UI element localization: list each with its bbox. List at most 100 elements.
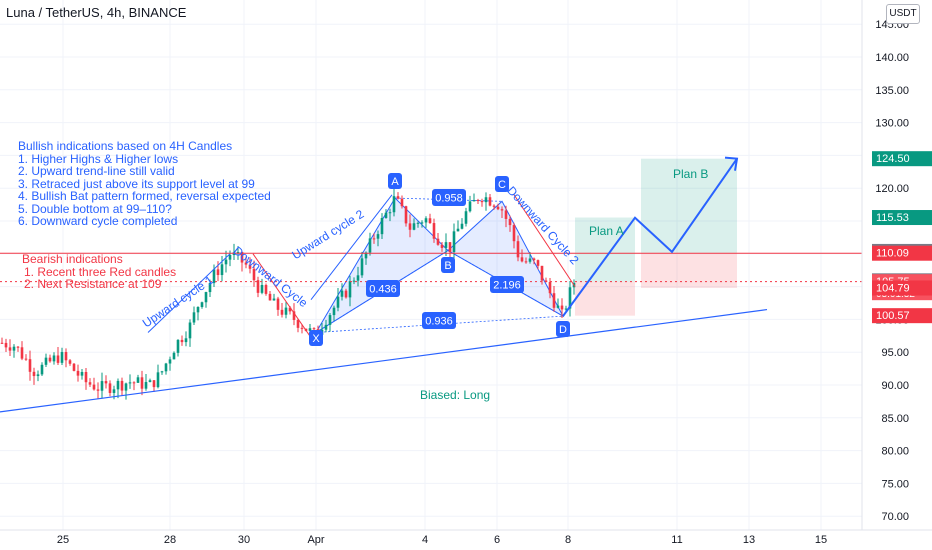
candle-body	[216, 269, 220, 276]
candle-body	[204, 292, 208, 303]
candle-body	[392, 196, 396, 213]
candle-body	[508, 218, 512, 226]
candle-body	[500, 209, 504, 211]
candle-body	[488, 197, 492, 206]
candle-body	[296, 319, 300, 328]
candle-body	[332, 307, 336, 316]
candle-body	[196, 306, 200, 313]
candle-body	[164, 363, 168, 372]
time-axis-bg	[0, 530, 932, 550]
candle-body	[356, 275, 360, 281]
target-zones	[575, 158, 737, 316]
candle-body	[480, 201, 484, 203]
plan-b-loss-zone	[641, 253, 737, 288]
bearish-line: Bearish indications	[22, 252, 123, 266]
bearish-line: 1. Recent three Red candles	[24, 264, 177, 279]
projection-arrow-head	[724, 156, 739, 171]
price-label: 115.53	[876, 212, 909, 224]
candle-body	[188, 322, 192, 339]
candle-body	[288, 307, 292, 312]
time-tick: 11	[671, 534, 682, 546]
currency-button[interactable]: USDT	[886, 4, 920, 24]
time-axis[interactable]: 25 28 30 Apr 4 6 8 11 13 15	[0, 529, 932, 550]
candle-body	[248, 264, 252, 269]
price-tick: 85.00	[881, 413, 909, 425]
candle-body	[340, 290, 344, 297]
candle-body	[512, 225, 516, 242]
candle-body	[384, 212, 388, 218]
price-tick: 70.00	[881, 511, 909, 523]
candle-body	[148, 380, 152, 383]
ratio-label: 0.436	[369, 284, 397, 296]
candle-body	[452, 231, 456, 253]
ratio-label: 0.936	[425, 316, 453, 328]
price-tick: 75.00	[881, 478, 909, 490]
candle-body	[432, 223, 436, 239]
ratio-label: 0.958	[435, 193, 463, 205]
candle-body	[72, 363, 76, 371]
point-x-badge	[309, 330, 323, 346]
candle-body	[120, 380, 124, 391]
ratio-badge	[366, 280, 400, 297]
candle-body	[76, 370, 80, 376]
bearish-line: 2. Next Resistance at 109	[24, 277, 162, 291]
candle-body	[292, 311, 296, 320]
point-c-badge	[495, 176, 509, 192]
candle-body	[260, 284, 264, 293]
candle-body	[540, 265, 544, 281]
candle-body	[436, 238, 440, 245]
candle-body	[104, 381, 108, 384]
price-tick: 135.00	[875, 85, 909, 97]
candle-body	[0, 342, 4, 344]
biased-label: Biased: Long	[420, 388, 491, 402]
candle-body	[36, 374, 40, 377]
price-axis[interactable]: 145.00140.00135.00130.00125.00120.00115.…	[861, 0, 932, 550]
candle-body	[380, 217, 384, 235]
candle-body	[536, 260, 540, 266]
candle-body	[8, 347, 12, 351]
candle-body	[548, 282, 552, 294]
candle-body	[552, 293, 556, 308]
candle-body	[308, 328, 312, 331]
candle-body	[12, 346, 16, 351]
candle-body	[264, 284, 268, 294]
candle-body	[224, 259, 228, 265]
candle-body	[240, 251, 244, 263]
candle-body	[520, 257, 524, 262]
symbol-title: Luna / TetherUS, 4h, BINANCE	[6, 5, 187, 20]
candle-body	[416, 222, 420, 224]
time-tick: 30	[238, 534, 250, 546]
candle-body	[284, 307, 288, 315]
price-label-bg	[872, 210, 932, 226]
upward-trend-line	[0, 308, 768, 413]
candle-body	[168, 359, 172, 364]
candle-body	[448, 242, 452, 253]
candle-body	[568, 287, 572, 309]
candle-body	[492, 205, 496, 207]
cycle-line	[310, 194, 393, 301]
candle-body	[136, 377, 140, 383]
candle-body	[60, 352, 64, 363]
candle-body	[172, 352, 176, 360]
candle-body	[460, 223, 464, 229]
candle-body	[420, 222, 424, 224]
candle-body	[84, 372, 88, 383]
candle-body	[56, 355, 60, 363]
candle-body	[524, 261, 528, 263]
candle-body	[404, 206, 408, 224]
price-label-bg	[872, 280, 932, 296]
candle-body	[256, 280, 260, 293]
candle-body	[220, 264, 224, 276]
candle-body	[124, 383, 128, 391]
candle-body	[364, 252, 368, 259]
price-tick: 140.00	[875, 52, 909, 64]
candle-body	[244, 262, 248, 265]
plan-a-profit-zone	[575, 217, 635, 282]
candle-body	[252, 268, 256, 281]
point-b-badge	[441, 257, 455, 273]
candle-body	[504, 210, 508, 219]
ratio-badge	[490, 276, 524, 293]
candle-body	[88, 382, 92, 385]
candle-body	[368, 238, 372, 253]
